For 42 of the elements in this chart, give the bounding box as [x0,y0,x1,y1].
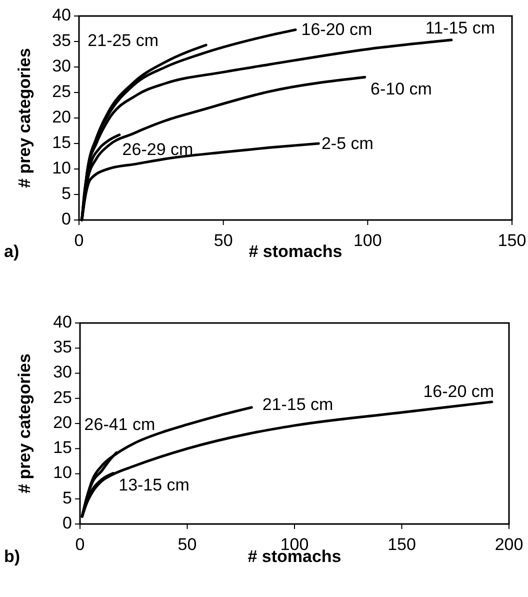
y-tick-label: 30 [53,362,72,382]
x-tick-label: 150 [498,231,526,250]
y-tick-label: 0 [62,209,71,228]
y-tick-label: 20 [53,412,72,432]
x-tick-label: 0 [74,231,84,250]
y-tick-label: 10 [52,158,71,178]
series-label: 6-10 cm [370,79,432,98]
y-tick-label: 15 [53,438,72,458]
y-axis-title: # prey categories [15,48,34,188]
y-tick-label: 40 [53,312,72,332]
series-label: 13-15 cm [118,475,190,494]
x-tick-label: 50 [214,231,233,250]
y-tick-label: 20 [52,107,71,126]
y-tick-label: 5 [62,488,72,508]
x-tick-label: 100 [280,535,309,554]
x-axis-title: # stomachs [248,242,342,261]
y-axis-title: # prey categories [15,354,34,494]
y-tick-label: 25 [53,388,72,407]
y-tick-label: 0 [62,513,72,532]
y-tick-label: 10 [53,463,72,482]
x-tick-label: 0 [75,535,85,554]
series-label: 26-29 cm [122,140,194,160]
text: b) [4,547,20,566]
y-tick-label: 40 [52,5,71,24]
x-tick-label: 100 [353,231,382,250]
y-tick-label: 30 [52,56,71,76]
text: a) [4,242,20,261]
x-tick-label: 50 [178,535,197,554]
y-tick-label: 5 [62,184,71,203]
series-label: 16-20 cm [301,20,372,39]
y-tick-label: 25 [52,82,71,101]
y-tick-label: 35 [53,338,72,357]
y-tick-label: 15 [52,132,71,152]
series-label: 11-15 cm [425,18,496,38]
series-label: 21-15 cm [262,394,334,414]
series-label: 16-20 cm [423,382,494,401]
series-label: 21-25 cm [88,30,159,50]
series-label: 26-41 cm [84,414,156,434]
y-tick-label: 35 [52,30,71,50]
x-tick-label: 150 [388,535,416,554]
x-tick-label: 200 [494,535,524,554]
series-label: 2-5 cm [321,134,374,154]
